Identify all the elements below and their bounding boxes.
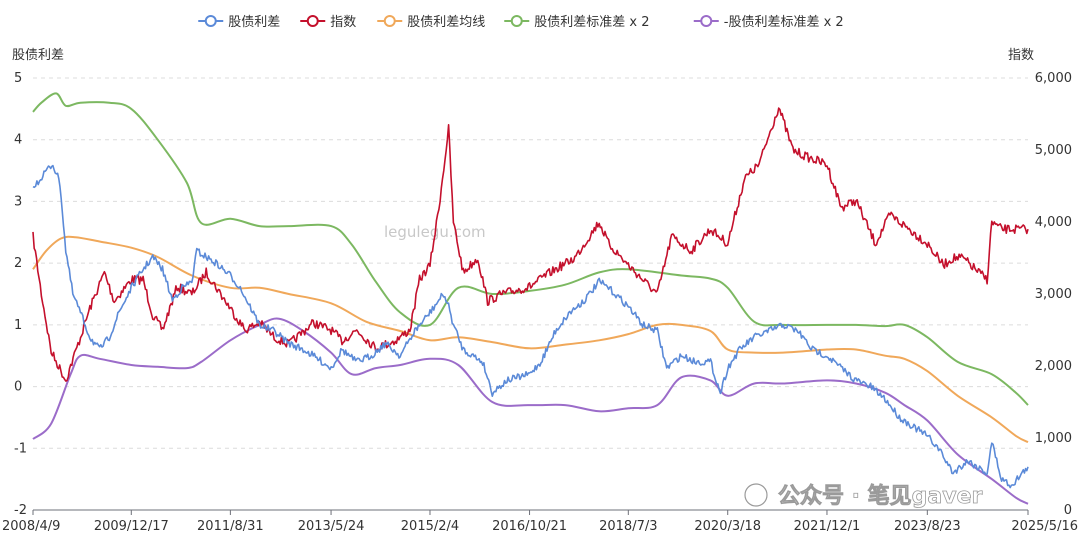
legend-marker-icon	[700, 15, 713, 27]
y-left-tick-label: -2	[14, 503, 27, 518]
source-watermark-text: 公众号 · 笔见gaver	[778, 483, 983, 509]
series-line-4	[32, 317, 1029, 505]
series-line-3	[32, 92, 1029, 406]
series-line-2	[32, 235, 1029, 444]
legend-item[interactable]: 股债利差标准差 x 2	[504, 15, 649, 30]
grid-lines	[33, 77, 1028, 511]
y-left-tick-label: 0	[14, 380, 22, 395]
legend-marker-icon	[306, 15, 319, 27]
legend-item[interactable]: 股债利差	[198, 15, 280, 30]
x-axis: 2008/4/9 2009/12/17 2011/8/31 2013/5/24 2015…	[2, 509, 1078, 534]
y-right-tick-label: 2,000	[1035, 359, 1072, 374]
y-left-tick-label: 3	[14, 194, 22, 209]
source-watermark: 公众号 · 笔见gaver	[744, 483, 983, 509]
x-tick-label: 2013/5/24	[298, 519, 365, 534]
legend-item[interactable]: 指数	[300, 15, 356, 30]
x-tick-label: 2018/7/3	[599, 519, 657, 534]
x-tick-label: 2023/8/23	[894, 519, 961, 534]
y-left-tick-label: 5	[14, 71, 22, 86]
y-right-tick-label: 5,000	[1035, 143, 1072, 158]
series-line-1	[32, 107, 1029, 382]
series-line-0	[32, 164, 1029, 489]
y-left-tick-label: 2	[14, 256, 22, 271]
x-tick-label: 2008/4/9	[2, 519, 60, 534]
legend-item[interactable]: 股债利差均线	[377, 15, 485, 30]
legend-label: 股债利差均线	[407, 15, 485, 30]
y-right-axis-title: 指数	[1008, 48, 1034, 63]
y-left-tick-label: -1	[14, 441, 27, 456]
legend-label: -股债利差标准差 x 2	[724, 15, 844, 30]
x-tick-label: 2020/3/18	[694, 519, 761, 534]
x-tick-label: 2016/10/21	[492, 519, 567, 534]
legend-marker-icon	[204, 15, 217, 27]
plot-area	[32, 92, 1029, 505]
legend-marker-icon	[510, 15, 523, 27]
wechat-icon	[744, 483, 768, 507]
y-right-tick-label: 4,000	[1035, 215, 1072, 230]
legend-marker-icon	[383, 15, 396, 27]
y-right-tick-label: 3,000	[1035, 287, 1072, 302]
legend: 股债利差 指数 股债利差均线 股债利差标准差 x 2 -股债利差标准差 x 2	[198, 15, 844, 30]
y-right-tick-label: 6,000	[1035, 71, 1072, 86]
y-left-axis: 5 4 3 2 1 0 -1 -2	[14, 71, 27, 518]
y-left-tick-label: 1	[14, 318, 22, 333]
x-tick-label: 2025/5/16	[1011, 519, 1078, 534]
legend-label: 指数	[330, 15, 356, 30]
x-tick-label: 2011/8/31	[197, 519, 264, 534]
y-left-tick-label: 4	[14, 133, 22, 148]
y-right-tick-label: 1,000	[1035, 431, 1072, 446]
y-right-axis: 6,000 5,000 4,000 3,000 2,000 1,000 0	[1035, 71, 1072, 518]
y-left-axis-title: 股债利差	[12, 48, 64, 63]
legend-label: 股债利差	[228, 15, 280, 30]
legend-item[interactable]: -股债利差标准差 x 2	[693, 15, 844, 30]
legend-label: 股债利差标准差 x 2	[534, 15, 649, 30]
x-tick-label: 2009/12/17	[94, 519, 169, 534]
x-tick-label: 2015/2/4	[401, 519, 459, 534]
y-right-tick-label: 0	[1064, 503, 1072, 518]
x-tick-label: 2021/12/1	[794, 519, 861, 534]
